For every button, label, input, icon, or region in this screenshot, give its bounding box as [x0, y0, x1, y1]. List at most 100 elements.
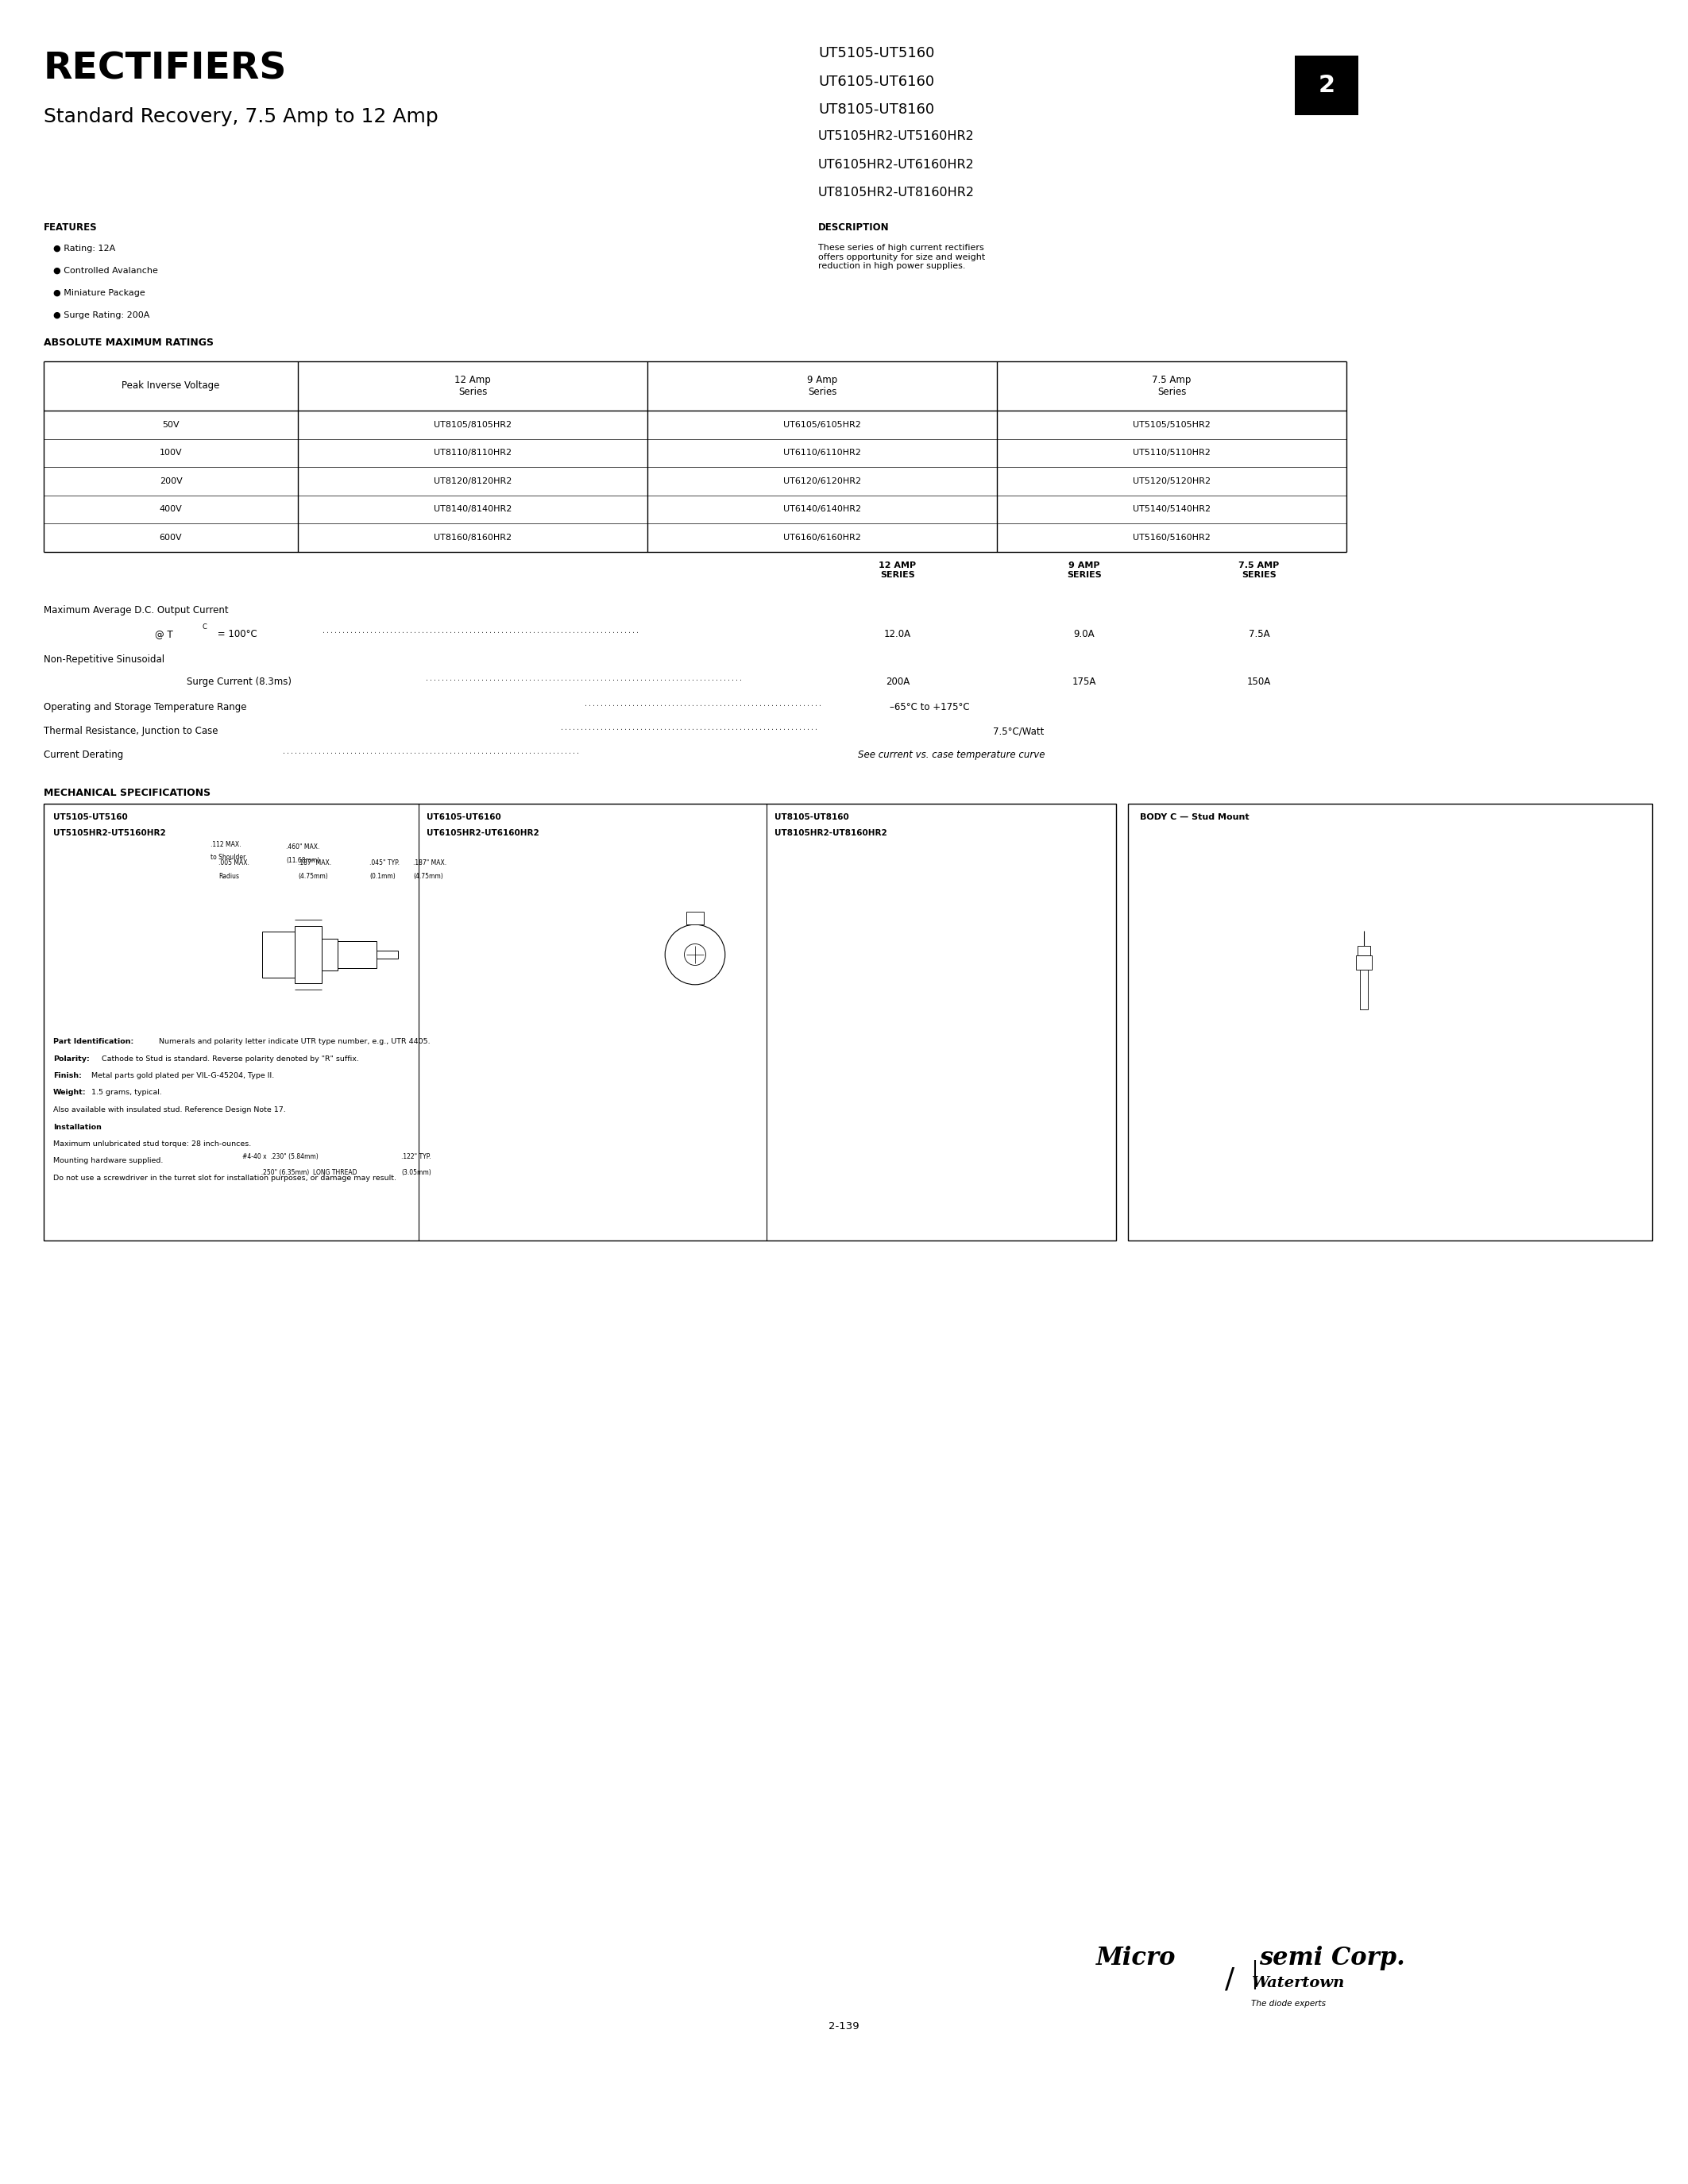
Text: ● Controlled Avalanche: ● Controlled Avalanche: [54, 266, 159, 275]
Text: UT5105-UT5160: UT5105-UT5160: [54, 812, 128, 821]
Text: Peak Inverse Voltage: Peak Inverse Voltage: [122, 380, 219, 391]
Text: UT5120/5120HR2: UT5120/5120HR2: [1133, 476, 1210, 485]
Text: Cathode to Stud is standard. Reverse polarity denoted by "R" suffix.: Cathode to Stud is standard. Reverse pol…: [100, 1055, 360, 1061]
Text: (11.68mm): (11.68mm): [285, 856, 319, 865]
Text: UT6105HR2-UT6160HR2: UT6105HR2-UT6160HR2: [427, 830, 538, 836]
Text: UT6110/6110HR2: UT6110/6110HR2: [783, 450, 861, 456]
Text: Part Identification:: Part Identification:: [54, 1037, 133, 1046]
Text: .250" (6.35mm)  LONG THREAD: .250" (6.35mm) LONG THREAD: [243, 1168, 358, 1177]
Text: Radius: Radius: [218, 874, 240, 880]
Text: 150A: 150A: [1247, 677, 1271, 688]
Text: 100V: 100V: [159, 450, 182, 456]
Text: UT8105HR2-UT8160HR2: UT8105HR2-UT8160HR2: [775, 830, 888, 836]
Text: UT5160/5160HR2: UT5160/5160HR2: [1133, 533, 1210, 542]
Bar: [1355, 957, 1372, 970]
Text: (4.75mm): (4.75mm): [414, 874, 442, 880]
Text: Surge Current (8.3ms): Surge Current (8.3ms): [187, 677, 292, 688]
Text: UT6160/6160HR2: UT6160/6160HR2: [783, 533, 861, 542]
Text: .045" TYP.: .045" TYP.: [370, 858, 400, 867]
Text: UT5105HR2-UT5160HR2: UT5105HR2-UT5160HR2: [819, 131, 974, 142]
Text: Metal parts gold plated per VIL-G-45204, Type II.: Metal parts gold plated per VIL-G-45204,…: [89, 1072, 275, 1079]
Text: 9.0A: 9.0A: [1074, 629, 1096, 640]
Text: semi Corp.: semi Corp.: [1259, 1946, 1404, 1970]
Text: –65°C to +175°C: –65°C to +175°C: [890, 701, 969, 712]
Bar: [1361, 970, 1367, 1009]
Text: 200A: 200A: [886, 677, 910, 688]
Text: MECHANICAL SPECIFICATIONS: MECHANICAL SPECIFICATIONS: [44, 788, 211, 797]
Bar: [294, 926, 321, 983]
Text: (0.1mm): (0.1mm): [370, 874, 395, 880]
Text: UT6105/6105HR2: UT6105/6105HR2: [783, 422, 861, 428]
Text: Polarity:: Polarity:: [54, 1055, 89, 1061]
Text: UT6105HR2-UT6160HR2: UT6105HR2-UT6160HR2: [819, 159, 974, 170]
Text: UT6120/6120HR2: UT6120/6120HR2: [783, 476, 861, 485]
Text: Operating and Storage Temperature Range: Operating and Storage Temperature Range: [44, 701, 246, 712]
Bar: [376, 950, 398, 959]
Text: ................................................................................: ........................................…: [425, 675, 743, 681]
Text: DESCRIPTION: DESCRIPTION: [819, 223, 890, 234]
Text: 200V: 200V: [159, 476, 182, 485]
Text: Maximum unlubricated stud torque: 28 inch-ounces.: Maximum unlubricated stud torque: 28 inc…: [54, 1140, 252, 1147]
Text: 50V: 50V: [162, 422, 179, 428]
Text: Mounting hardware supplied.: Mounting hardware supplied.: [54, 1158, 164, 1164]
Bar: [262, 930, 294, 978]
Text: 9 AMP
SERIES: 9 AMP SERIES: [1067, 561, 1102, 579]
Text: Numerals and polarity letter indicate UTR type number, e.g., UTR 4405.: Numerals and polarity letter indicate UT…: [157, 1037, 430, 1046]
Text: 7.5 AMP
SERIES: 7.5 AMP SERIES: [1239, 561, 1280, 579]
Text: BODY C — Stud Mount: BODY C — Stud Mount: [1139, 812, 1249, 821]
Text: ................................................................................: ........................................…: [322, 627, 640, 636]
Text: 7.5 Amp
Series: 7.5 Amp Series: [1151, 376, 1192, 397]
Text: UT8105HR2-UT8160HR2: UT8105HR2-UT8160HR2: [819, 188, 974, 199]
Text: The diode experts: The diode experts: [1251, 2001, 1325, 2007]
Text: UT6105-UT6160: UT6105-UT6160: [427, 812, 501, 821]
Text: = 100°C: = 100°C: [214, 629, 257, 640]
Text: 12 AMP
SERIES: 12 AMP SERIES: [879, 561, 917, 579]
Text: 12 Amp
Series: 12 Amp Series: [454, 376, 491, 397]
Text: UT8120/8120HR2: UT8120/8120HR2: [434, 476, 511, 485]
Text: 600V: 600V: [159, 533, 182, 542]
Text: Do not use a screwdriver in the turret slot for installation purposes, or damage: Do not use a screwdriver in the turret s…: [54, 1175, 397, 1182]
Bar: [685, 911, 704, 924]
Text: UT6105-UT6160: UT6105-UT6160: [819, 74, 933, 90]
Text: Installation: Installation: [54, 1123, 101, 1131]
Text: 175A: 175A: [1072, 677, 1097, 688]
Text: FEATURES: FEATURES: [44, 223, 98, 234]
Text: 9 Amp
Series: 9 Amp Series: [807, 376, 837, 397]
Text: (4.75mm): (4.75mm): [297, 874, 327, 880]
Bar: [321, 939, 338, 970]
Bar: [44, 804, 1116, 1241]
Text: /: /: [1225, 1966, 1234, 1992]
Text: C: C: [203, 622, 208, 631]
Text: UT5105/5105HR2: UT5105/5105HR2: [1133, 422, 1210, 428]
Text: These series of high current rectifiers
offers opportunity for size and weight
r: These series of high current rectifiers …: [819, 245, 986, 271]
Text: Micro: Micro: [1096, 1946, 1177, 1970]
Text: .122" TYP.: .122" TYP.: [402, 1153, 430, 1160]
Bar: [1295, 55, 1359, 116]
Text: Watertown: Watertown: [1251, 1977, 1344, 1990]
Text: Also available with insulated stud. Reference Design Note 17.: Also available with insulated stud. Refe…: [54, 1107, 285, 1114]
Text: .460" MAX.: .460" MAX.: [285, 843, 319, 850]
Text: UT5105-UT5160: UT5105-UT5160: [819, 46, 935, 61]
Text: 12.0A: 12.0A: [885, 629, 912, 640]
Text: ............................................................: ........................................…: [584, 701, 822, 708]
Bar: [1128, 804, 1653, 1241]
Text: Standard Recovery, 7.5 Amp to 12 Amp: Standard Recovery, 7.5 Amp to 12 Amp: [44, 107, 439, 127]
Text: UT8105-UT8160: UT8105-UT8160: [775, 812, 849, 821]
Text: UT8140/8140HR2: UT8140/8140HR2: [434, 505, 511, 513]
Text: UT5105HR2-UT5160HR2: UT5105HR2-UT5160HR2: [54, 830, 165, 836]
Text: (3.05mm): (3.05mm): [402, 1168, 430, 1177]
Text: .................................................................: ........................................…: [560, 725, 819, 732]
Text: See current vs. case temperature curve: See current vs. case temperature curve: [858, 749, 1045, 760]
Text: 7.5A: 7.5A: [1249, 629, 1269, 640]
Bar: [1357, 946, 1371, 957]
Text: UT8105-UT8160: UT8105-UT8160: [819, 103, 933, 116]
Text: ABSOLUTE MAXIMUM RATINGS: ABSOLUTE MAXIMUM RATINGS: [44, 339, 214, 347]
Text: UT6140/6140HR2: UT6140/6140HR2: [783, 505, 861, 513]
Text: @ T: @ T: [155, 629, 172, 640]
Text: Non-Repetitive Sinusoidal: Non-Repetitive Sinusoidal: [44, 655, 164, 664]
Text: 7.5°C/Watt: 7.5°C/Watt: [993, 725, 1045, 736]
Text: UT8160/8160HR2: UT8160/8160HR2: [434, 533, 511, 542]
Text: ...........................................................................: ........................................…: [282, 749, 581, 756]
Text: UT5140/5140HR2: UT5140/5140HR2: [1133, 505, 1210, 513]
Bar: [338, 941, 376, 968]
